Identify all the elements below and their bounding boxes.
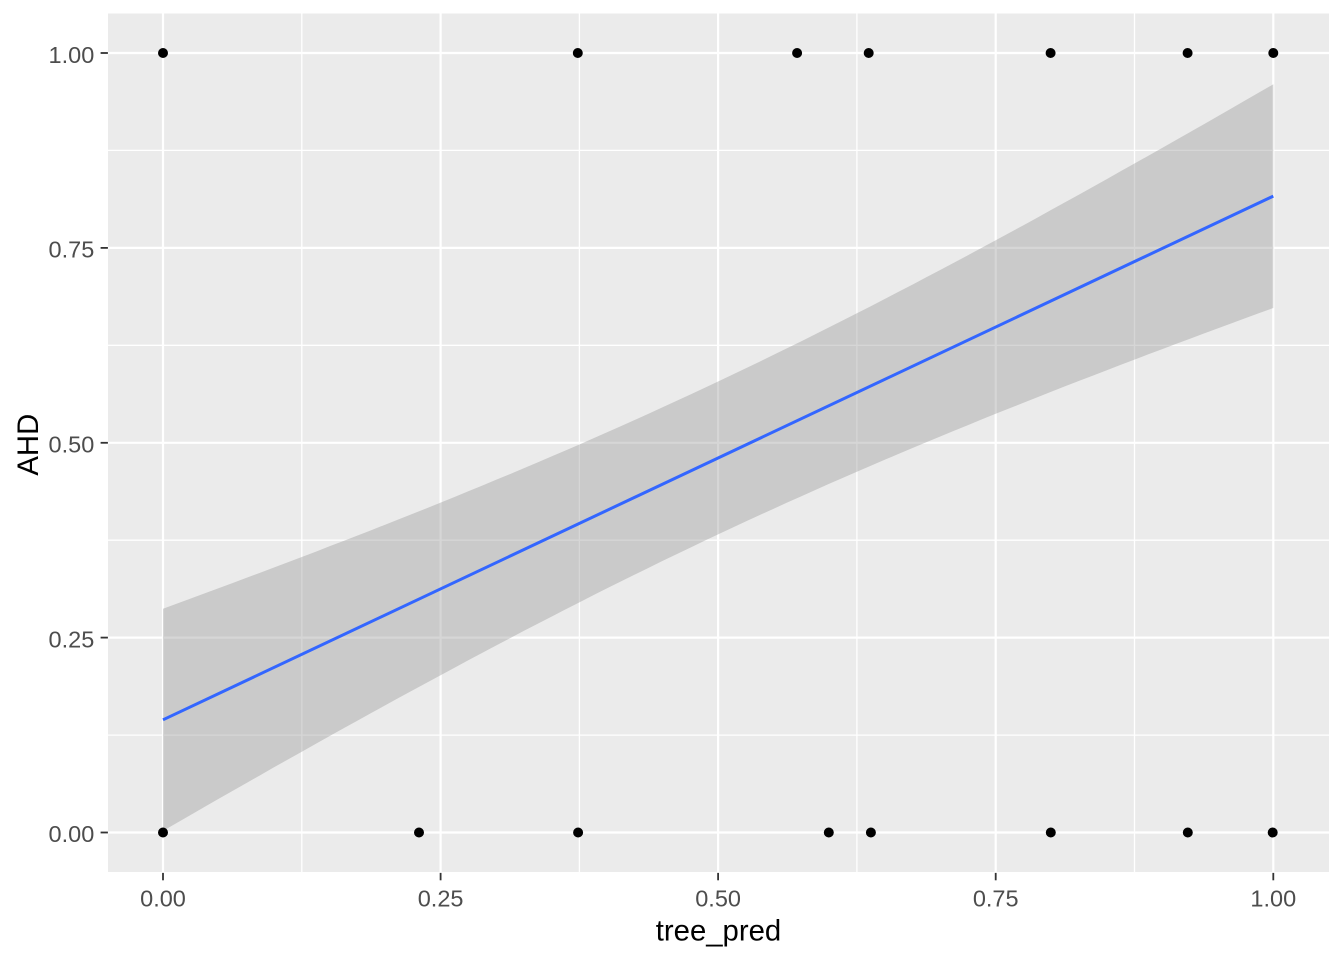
svg-text:0.50: 0.50: [49, 432, 95, 458]
svg-text:1.00: 1.00: [1250, 886, 1296, 912]
svg-text:AHD: AHD: [12, 414, 45, 476]
svg-text:0.00: 0.00: [49, 821, 95, 847]
svg-text:0.25: 0.25: [418, 886, 464, 912]
svg-text:0.25: 0.25: [49, 626, 95, 652]
svg-text:0.50: 0.50: [695, 886, 741, 912]
svg-text:tree_pred: tree_pred: [656, 915, 781, 948]
svg-text:1.00: 1.00: [49, 42, 95, 68]
svg-text:0.75: 0.75: [973, 886, 1019, 912]
svg-text:0.75: 0.75: [49, 237, 95, 263]
svg-text:0.00: 0.00: [140, 886, 186, 912]
